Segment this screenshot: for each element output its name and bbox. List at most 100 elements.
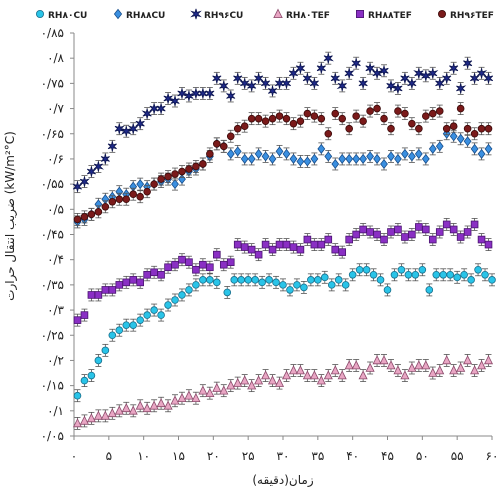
data-point: [150, 306, 158, 314]
data-point: [230, 276, 239, 284]
legend: RH۸۰CU RH۸۸CU RH۹۶CU RH۸۰TEF RH۸۸TEF RH۹۶TEF: [36, 8, 494, 21]
data-point: [481, 270, 489, 279]
data-point: [484, 240, 493, 249]
data-point: [223, 288, 232, 297]
data-point: [275, 112, 284, 120]
y-tick-label: ۰/۰۵: [41, 429, 64, 443]
data-point: [463, 58, 473, 69]
data-point: [267, 375, 278, 385]
data-point: [293, 281, 301, 289]
data-point: [135, 118, 145, 129]
y-tick-label: ۰/۳۵: [41, 278, 64, 292]
data-point: [149, 400, 159, 410]
data-point: [170, 395, 180, 405]
data-point: [338, 248, 347, 256]
data-point: [275, 78, 285, 89]
data-point: [268, 85, 278, 96]
data-point: [143, 187, 151, 196]
data-point: [449, 131, 458, 142]
data-point: [373, 104, 381, 113]
data-point: [442, 355, 452, 365]
data-point: [72, 418, 83, 428]
data-point: [324, 235, 333, 244]
data-point: [310, 153, 319, 164]
data-point: [365, 63, 375, 74]
data-point: [136, 278, 144, 287]
data-point: [213, 278, 221, 287]
data-point: [467, 276, 475, 284]
data-point: [420, 70, 431, 81]
data-point: [317, 240, 326, 249]
data-point: [358, 370, 368, 380]
data-point: [94, 291, 103, 299]
data-point: [317, 143, 326, 154]
data-point: [393, 83, 403, 94]
data-point: [330, 73, 340, 84]
data-point: [477, 235, 486, 244]
data-point: [331, 109, 340, 118]
data-point: [316, 375, 326, 385]
data-point: [303, 109, 312, 118]
data-point: [258, 278, 266, 287]
data-point: [407, 151, 416, 162]
data-point: [414, 148, 423, 159]
data-point: [320, 273, 329, 282]
data-point: [129, 321, 138, 329]
data-point: [428, 68, 439, 79]
data-point: [121, 403, 131, 413]
data-point: [477, 124, 486, 133]
data-point: [171, 296, 179, 304]
data-point: [192, 162, 200, 171]
series-2: [73, 127, 493, 229]
data-point: [114, 123, 125, 134]
data-point: [400, 148, 409, 159]
data-point: [282, 114, 291, 123]
data-point: [411, 270, 420, 279]
data-point: [387, 228, 395, 236]
data-point: [107, 408, 117, 418]
data-point: [150, 268, 158, 277]
data-point: [244, 276, 252, 284]
data-point: [303, 156, 312, 167]
data-point: [295, 365, 305, 375]
data-point: [289, 153, 298, 164]
data-point: [169, 95, 180, 107]
data-point: [80, 311, 89, 319]
data-point: [397, 265, 406, 274]
data-point: [383, 286, 392, 294]
data-point: [233, 377, 243, 387]
data-point: [247, 153, 256, 164]
data-point: [281, 370, 292, 380]
data-point: [463, 136, 472, 147]
data-point: [358, 78, 368, 89]
data-point: [428, 143, 437, 154]
data-point: [428, 109, 437, 118]
data-point: [463, 355, 473, 365]
data-point: [296, 156, 305, 167]
data-point: [338, 153, 347, 164]
data-point: [289, 119, 298, 128]
data-point: [122, 321, 131, 329]
data-point: [226, 132, 235, 141]
data-point: [401, 109, 409, 118]
data-point: [393, 365, 403, 375]
data-point: [295, 63, 305, 74]
data-point: [261, 370, 271, 380]
data-point: [330, 365, 340, 375]
data-point: [334, 276, 343, 284]
data-point: [247, 380, 257, 390]
x-axis-label: زمان(دقیقه): [252, 473, 313, 488]
data-point: [484, 143, 493, 154]
data-point: [376, 276, 385, 284]
data-point: [100, 410, 110, 420]
data-point: [192, 281, 200, 289]
data-point: [108, 286, 117, 294]
data-point: [425, 286, 434, 294]
data-point: [115, 195, 124, 204]
data-point: [212, 382, 222, 392]
data-point: [86, 413, 96, 423]
data-point: [483, 355, 494, 365]
y-tick-label: ۰/۵۵: [41, 177, 64, 191]
data-point: [456, 233, 465, 241]
data-point: [286, 286, 294, 294]
